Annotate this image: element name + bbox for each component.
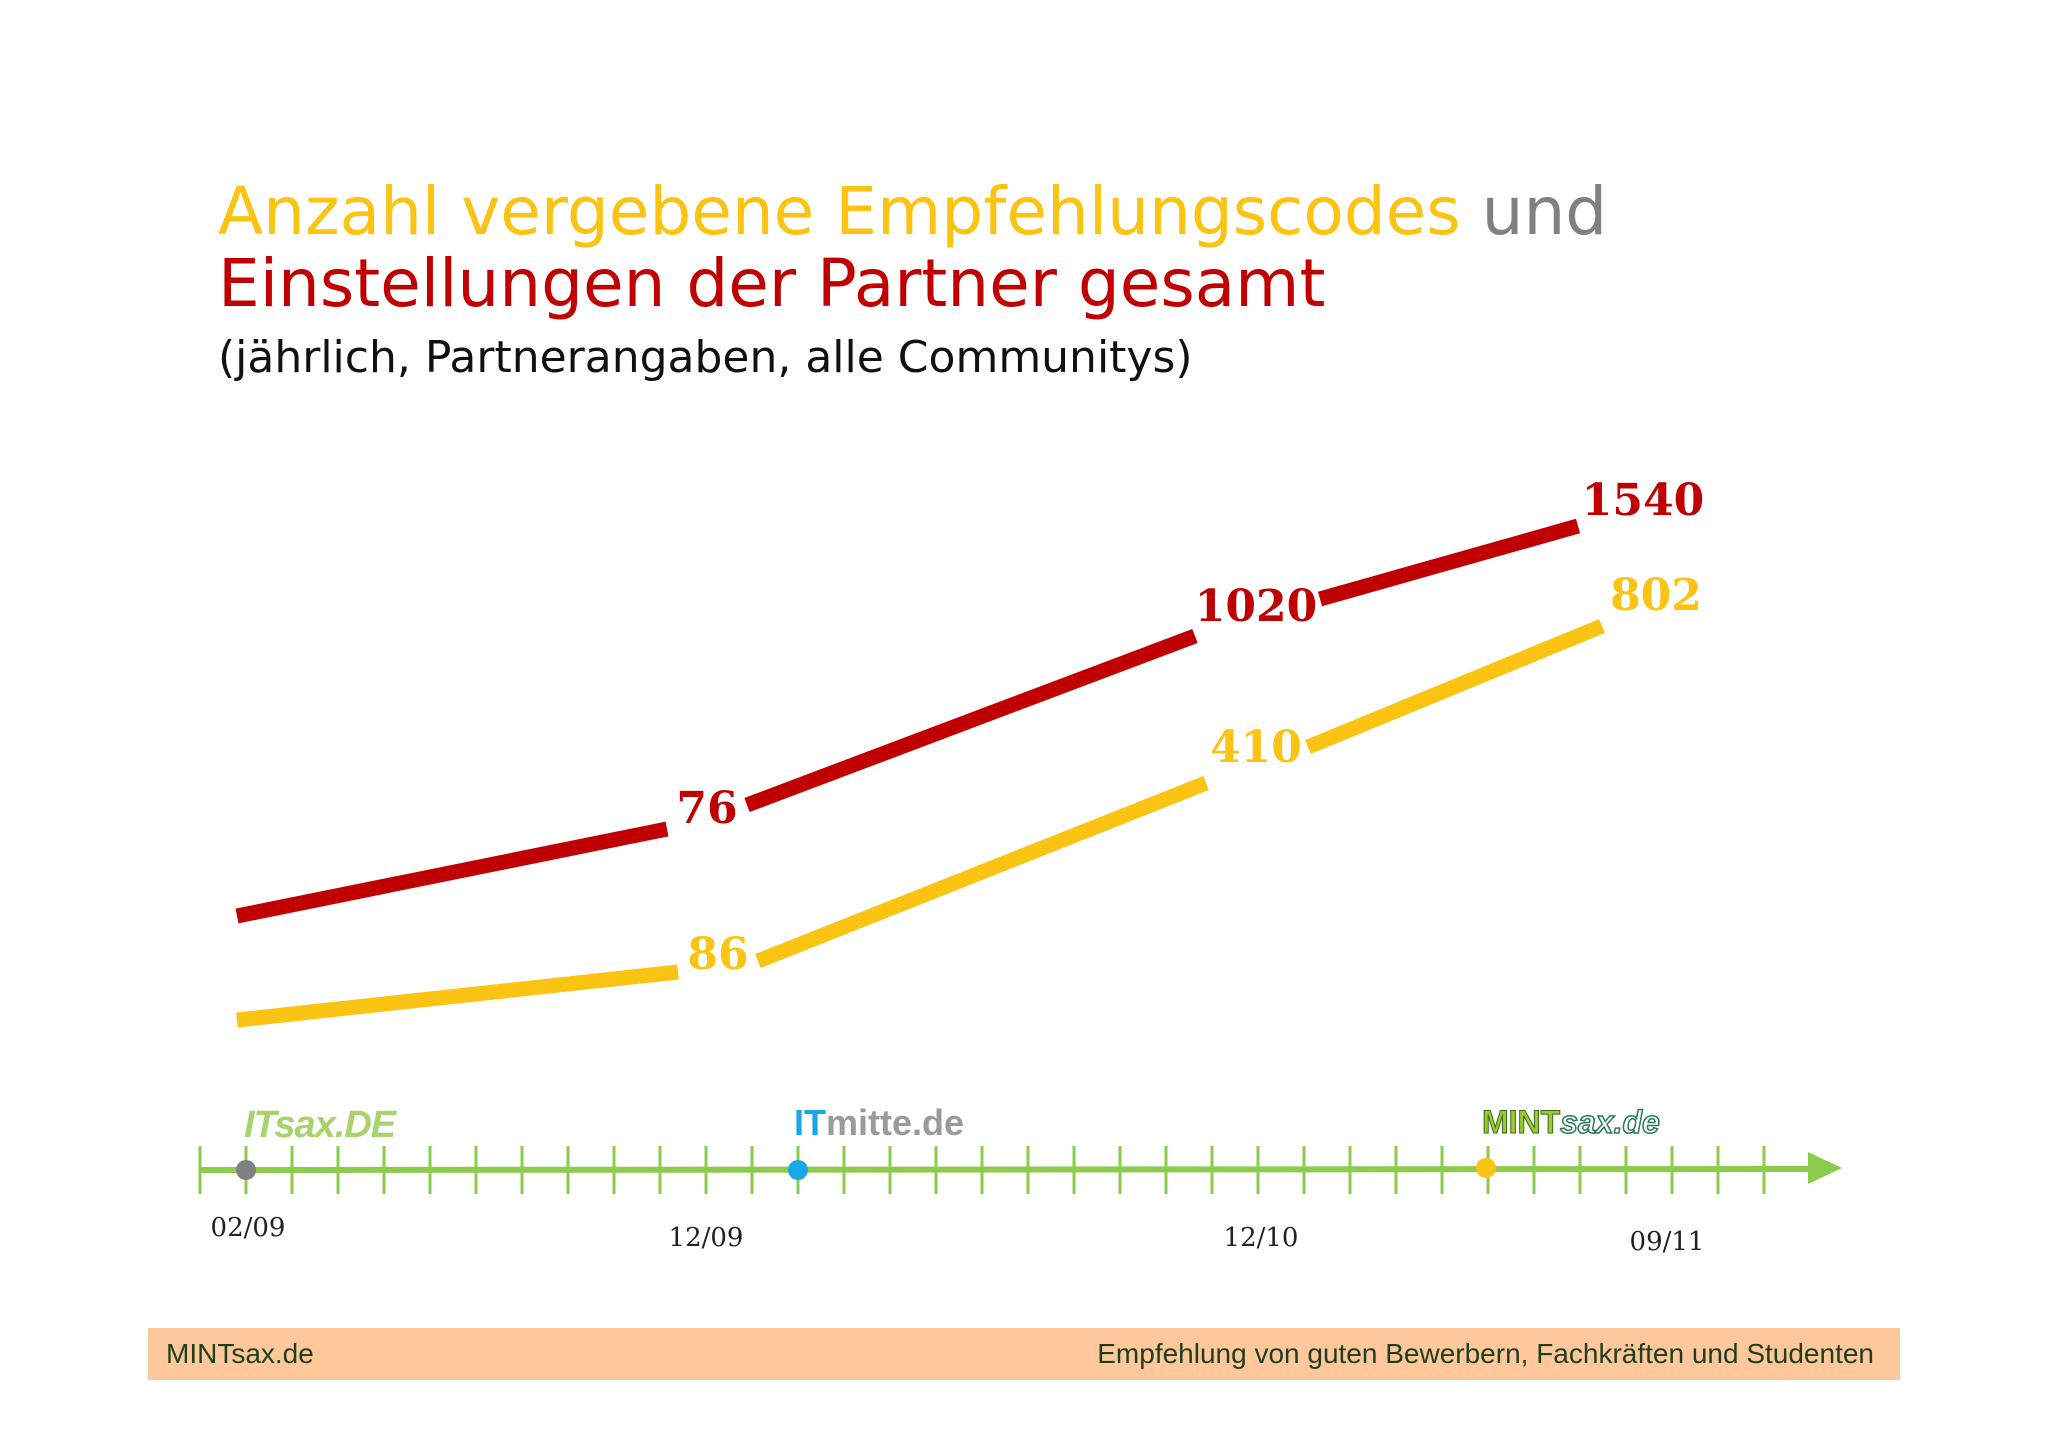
x-tick-label-09-11: 09/11	[1630, 1227, 1705, 1257]
yellow-data-label-86: 86	[687, 929, 748, 980]
timeline-layer: 02/09 12/09 12/10 09/11	[198, 1146, 1842, 1257]
title-line-1: Anzahl vergebene Empfehlungscodes und	[218, 176, 1607, 248]
red-series-segment-3	[1317, 518, 1581, 607]
itmitte-logo-de: .de	[912, 1102, 965, 1143]
title-part2: und	[1481, 173, 1608, 250]
footer-bar: MINTsax.de Empfehlung von guten Bewerber…	[148, 1328, 1900, 1380]
mintsax-logo: MINTsax.de	[1481, 1103, 1660, 1141]
x-tick-label-12-10: 12/10	[1224, 1223, 1299, 1253]
milestone-dot-2	[788, 1160, 808, 1180]
x-tick-label-12-09: 12/09	[669, 1223, 744, 1253]
red-data-label-1540: 1540	[1582, 475, 1704, 526]
yellow-series-segment-2	[755, 776, 1209, 968]
itmitte-logo-mitte: mitte	[826, 1102, 913, 1143]
itsax-logo-text: ITsax.DE	[244, 1104, 396, 1146]
red-data-label-1020: 1020	[1195, 581, 1317, 632]
yellow-series-segment-3	[1305, 619, 1605, 754]
milestone-dot-3	[1476, 1158, 1496, 1178]
yellow-data-label-410: 410	[1210, 722, 1302, 773]
series-layer: 76 1020 1540 86 410 802	[235, 475, 1704, 1028]
yellow-data-label-802: 802	[1610, 570, 1702, 621]
itmitte-logo-it: IT	[794, 1102, 826, 1143]
mintsax-logo-mint: MINT	[1481, 1104, 1561, 1141]
red-series-segment-2	[744, 628, 1198, 813]
itsax-logo: ITsax.DE	[244, 1104, 396, 1147]
itmitte-logo: ITmitte.de	[794, 1102, 964, 1144]
milestone-dot-1	[236, 1160, 256, 1180]
red-series-segment-1	[235, 821, 669, 924]
footer-left-text: MINTsax.de	[166, 1338, 314, 1369]
yellow-series-segment-1	[236, 964, 679, 1028]
title-part1: Anzahl vergebene Empfehlungscodes	[218, 173, 1461, 250]
timeline-axis-line	[199, 1166, 1819, 1173]
subtitle: (jährlich, Partnerangaben, alle Communit…	[218, 332, 1193, 383]
red-data-label-76: 76	[676, 783, 737, 834]
timeline-arrowhead	[1808, 1152, 1842, 1184]
mintsax-logo-sax: sax.de	[1559, 1103, 1660, 1141]
x-tick-label-02-09: 02/09	[211, 1213, 286, 1243]
title-line-2: Einstellungen der Partner gesamt	[218, 245, 1326, 322]
footer-right-text: Empfehlung von guten Bewerbern, Fachkräf…	[1097, 1338, 1874, 1369]
title-block: Anzahl vergebene Empfehlungscodes und Ei…	[218, 176, 1607, 384]
